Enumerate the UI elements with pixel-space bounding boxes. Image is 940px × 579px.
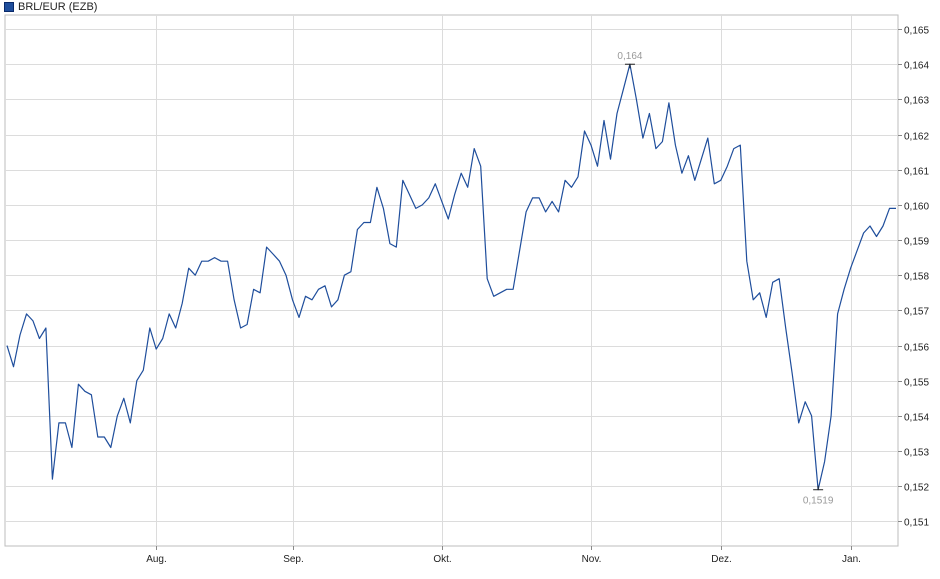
y-tick-label: 0,159 [904, 237, 929, 248]
y-tick-label: 0,164 [904, 61, 929, 72]
y-tick-label: 0,153 [904, 448, 929, 459]
y-tick-label: 0,156 [904, 343, 929, 354]
y-tick-label: 0,160 [904, 202, 929, 213]
y-tick-label: 0,162 [904, 132, 929, 143]
y-tick-label: 0,158 [904, 272, 929, 283]
x-tick-label: Aug. [146, 554, 167, 565]
y-tick-label: 0,165 [904, 26, 929, 37]
y-tick-label: 0,151 [904, 518, 929, 529]
x-tick-label: Jan. [842, 554, 861, 565]
series-line [6, 63, 896, 491]
legend: BRL/EUR (EZB) [4, 0, 97, 14]
y-tick-label: 0,155 [904, 378, 929, 389]
y-tick-label: 0,154 [904, 413, 929, 424]
min-label: 0,1519 [803, 496, 834, 507]
x-tick-label: Okt. [433, 554, 451, 565]
legend-label: BRL/EUR (EZB) [18, 1, 98, 13]
plot-area [4, 14, 899, 547]
x-tick-label: Sep. [283, 554, 304, 565]
y-tick-label: 0,152 [904, 483, 929, 494]
y-tick-label: 0,157 [904, 307, 929, 318]
x-tick-label: Nov. [582, 554, 602, 565]
y-tick-label: 0,163 [904, 96, 929, 107]
x-tick-label: Dez. [711, 554, 732, 565]
legend-swatch [4, 2, 14, 12]
max-label: 0,164 [617, 51, 642, 62]
y-tick-label: 0,161 [904, 167, 929, 178]
